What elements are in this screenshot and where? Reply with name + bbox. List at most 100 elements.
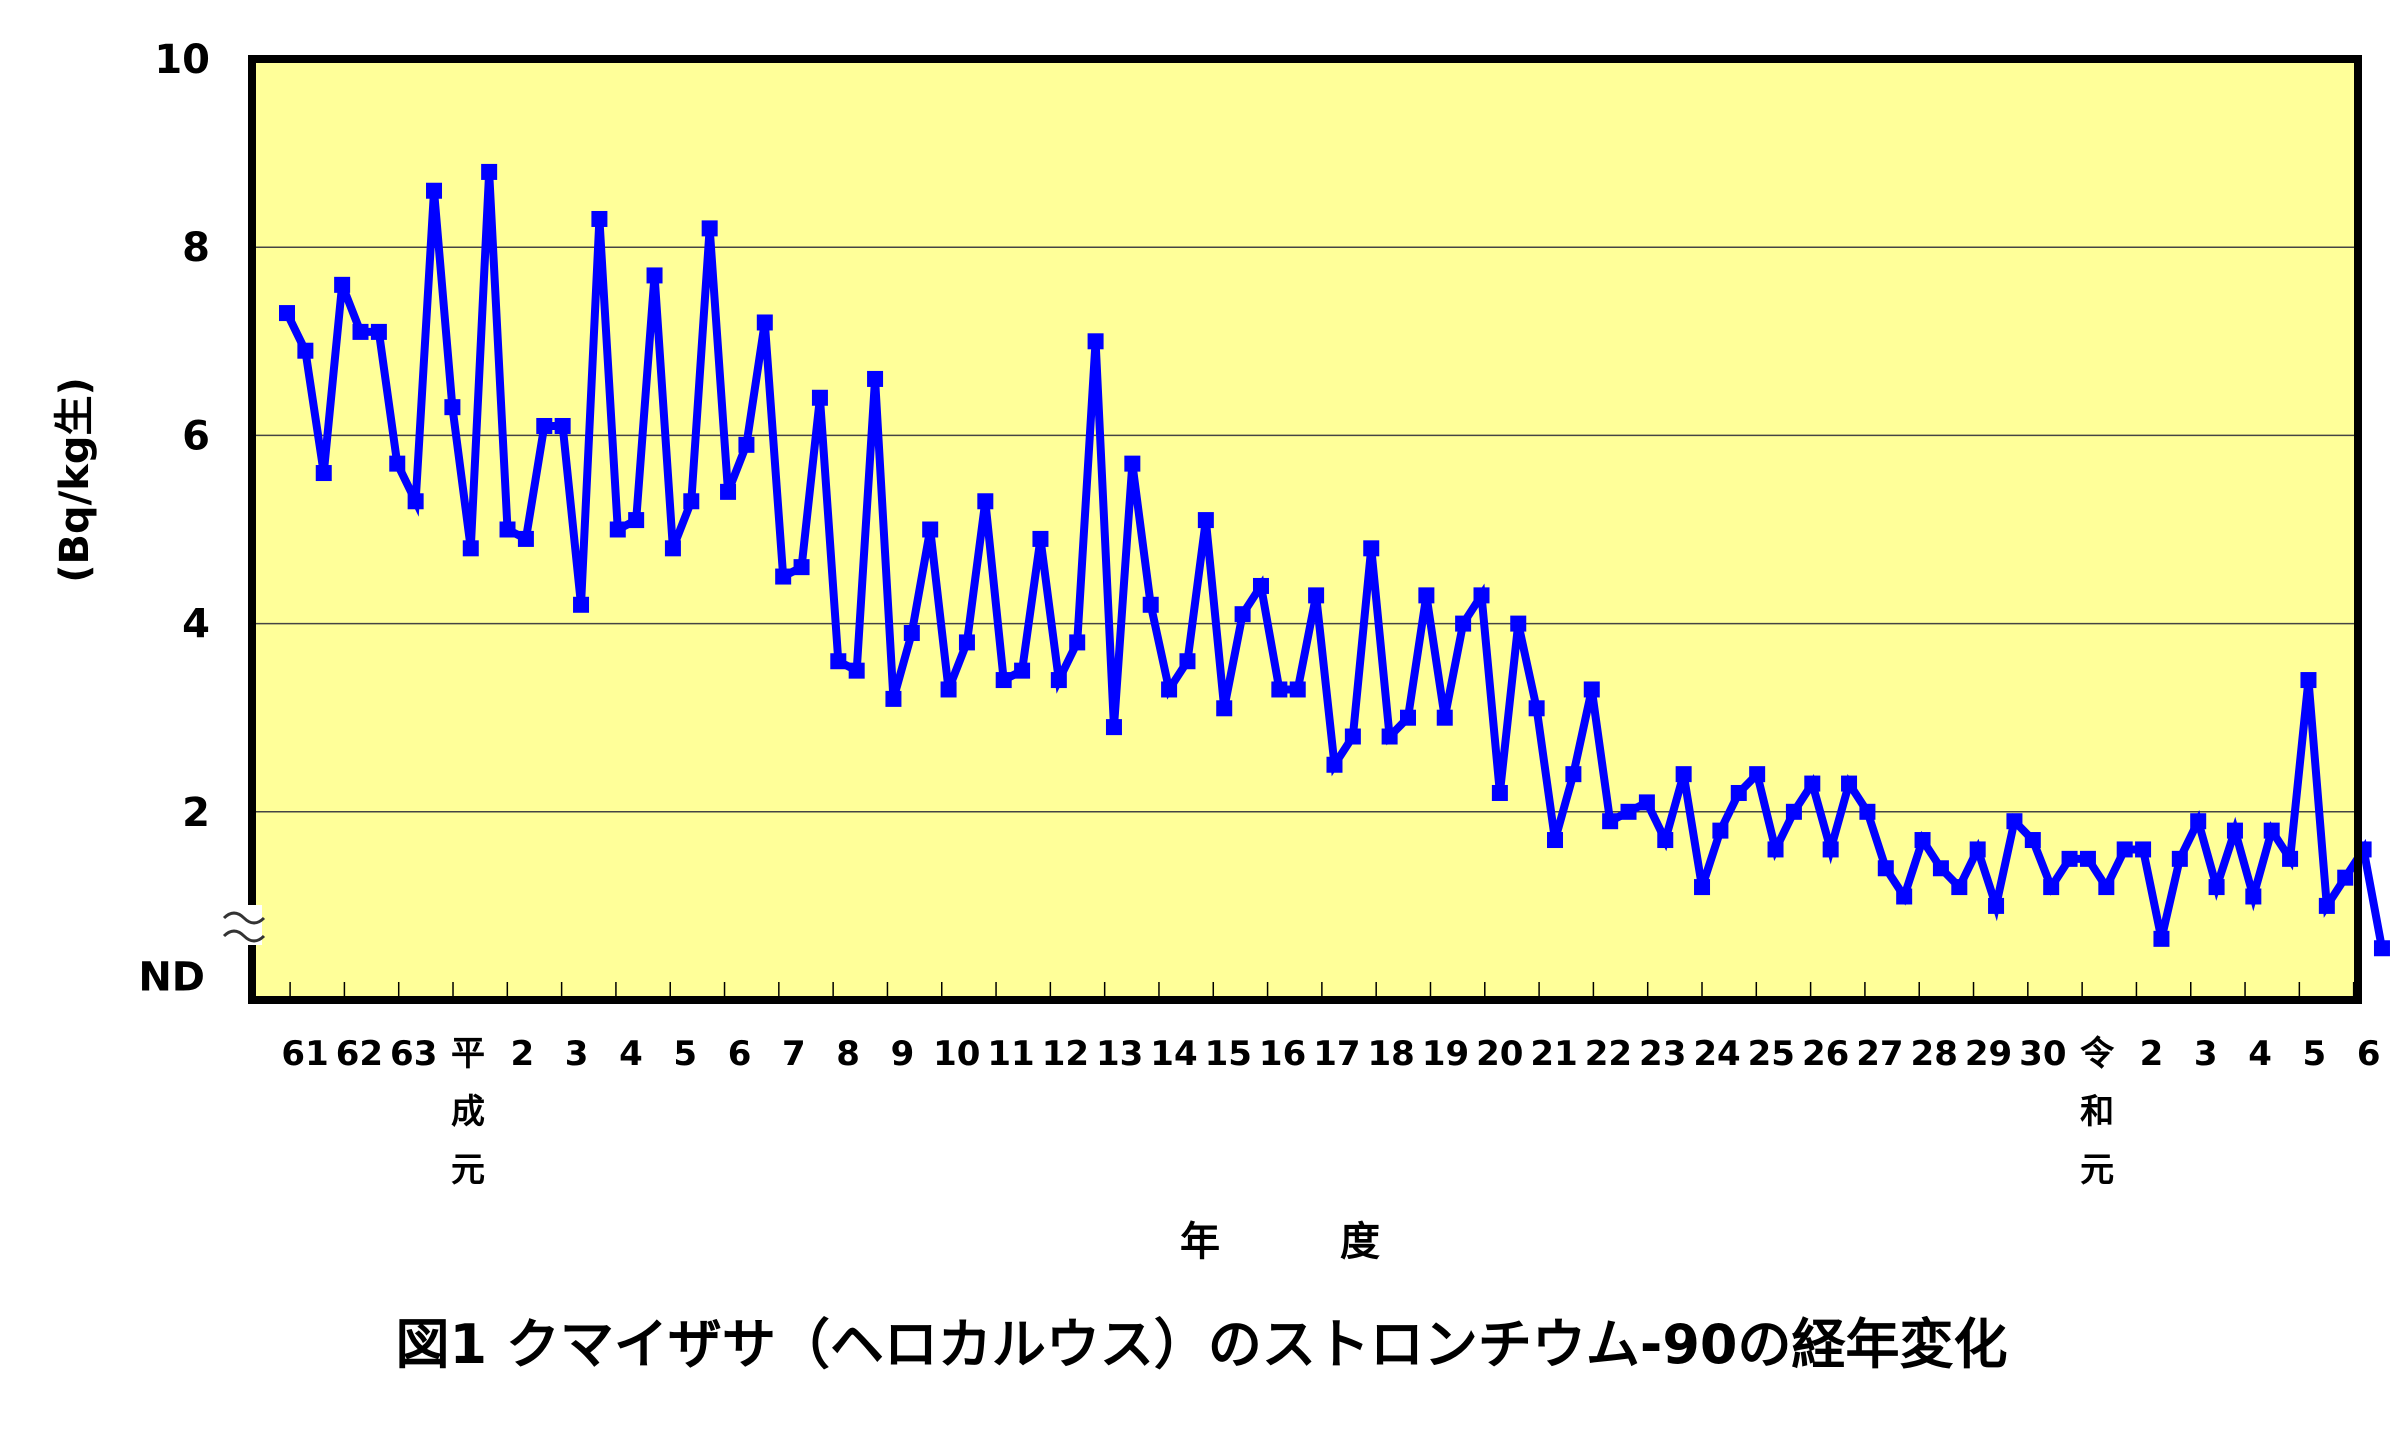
x-tick-label: 18	[1368, 1034, 1415, 1074]
x-tick-label: 和	[2080, 1092, 2114, 1132]
data-point-marker	[1510, 615, 1527, 632]
y-tick-label: 2	[182, 790, 210, 836]
data-point-marker	[1749, 766, 1766, 783]
data-point-marker	[517, 530, 534, 547]
data-point-marker	[1161, 681, 1178, 698]
x-tick-label: 23	[1639, 1034, 1686, 1074]
data-point-marker	[1877, 860, 1894, 877]
data-point-marker	[609, 521, 626, 538]
data-point-marker	[352, 323, 369, 340]
data-point-marker	[1822, 841, 1839, 858]
x-tick-label: 22	[1585, 1034, 1632, 1074]
data-point-marker	[885, 690, 902, 707]
data-point-marker	[426, 182, 443, 199]
x-tick-label: 24	[1693, 1034, 1740, 1074]
x-tick-label: 3	[565, 1034, 589, 1074]
data-point-marker	[793, 559, 810, 576]
x-tick-label: 8	[836, 1034, 860, 1074]
x-tick-label: 14	[1150, 1034, 1197, 1074]
data-point-marker	[1363, 540, 1380, 557]
data-point-marker	[1657, 832, 1674, 849]
x-tick-label: 28	[1911, 1034, 1958, 1074]
y-tick-label: 10	[154, 37, 210, 83]
data-point-marker	[481, 163, 498, 180]
data-point-marker	[848, 662, 865, 679]
data-point-marker	[830, 653, 847, 670]
data-point-marker	[1381, 728, 1398, 745]
data-point-marker	[1197, 512, 1214, 529]
data-point-marker	[573, 596, 590, 613]
x-tick-label: 4	[2248, 1034, 2272, 1074]
data-point-marker	[1234, 606, 1251, 623]
x-tick-label: 成	[451, 1092, 485, 1132]
x-tick-label: 7	[782, 1034, 806, 1074]
data-point-marker	[1216, 700, 1233, 717]
data-point-marker	[2282, 850, 2299, 867]
x-tick-label: 29	[1965, 1034, 2012, 1074]
data-point-marker	[811, 389, 828, 406]
data-point-marker	[1694, 879, 1711, 896]
data-point-marker	[554, 417, 571, 434]
data-point-marker	[646, 267, 663, 284]
data-point-marker	[1455, 615, 1472, 632]
x-tick-label: 13	[1096, 1034, 1143, 1074]
x-tick-label: 5	[2303, 1034, 2327, 1074]
data-point-marker	[1804, 775, 1821, 792]
data-point-marker	[867, 370, 884, 387]
data-point-marker	[536, 417, 553, 434]
data-point-marker	[1638, 794, 1655, 811]
data-point-marker	[1252, 577, 1269, 594]
x-tick-label: 元	[451, 1150, 485, 1190]
x-tick-label: 17	[1313, 1034, 1360, 1074]
data-point-marker	[1069, 634, 1086, 651]
data-point-marker	[2079, 850, 2096, 867]
data-point-marker	[1565, 766, 1582, 783]
data-point-marker	[2245, 888, 2262, 905]
data-point-marker	[1014, 662, 1031, 679]
data-point-marker	[2337, 869, 2354, 886]
data-point-marker	[2061, 850, 2078, 867]
y-tick-label: 8	[182, 225, 210, 271]
data-point-marker	[903, 625, 920, 642]
data-point-marker	[1547, 832, 1564, 849]
data-point-marker	[370, 323, 387, 340]
x-tick-label: 27	[1856, 1034, 1903, 1074]
x-tick-label: 62	[336, 1034, 383, 1074]
data-point-marker	[1344, 728, 1361, 745]
data-point-marker	[1050, 672, 1067, 689]
x-tick-label: 2	[2140, 1034, 2164, 1074]
data-point-marker	[334, 276, 351, 293]
data-point-marker	[591, 210, 608, 227]
data-point-marker	[995, 672, 1012, 689]
data-point-marker	[1730, 784, 1747, 801]
x-tick-label: 5	[673, 1034, 697, 1074]
y-tick-label: 6	[182, 413, 210, 459]
x-tick-label: 6	[728, 1034, 752, 1074]
x-tick-label: 4	[619, 1034, 643, 1074]
data-point-marker	[1969, 841, 1986, 858]
data-point-marker	[2373, 940, 2390, 957]
x-tick-label: 19	[1422, 1034, 1469, 1074]
data-point-marker	[462, 540, 479, 557]
data-point-marker	[1271, 681, 1288, 698]
data-point-marker	[664, 540, 681, 557]
data-point-marker	[1932, 860, 1949, 877]
data-point-marker	[1841, 775, 1858, 792]
data-point-marker	[499, 521, 516, 538]
data-point-marker	[1326, 756, 1343, 773]
data-point-marker	[315, 465, 332, 482]
data-point-marker	[1491, 784, 1508, 801]
x-tick-label: 2	[510, 1034, 534, 1074]
y-axis-ticks: 10 8 6 4 2 ND	[138, 37, 210, 1000]
data-point-marker	[2024, 832, 2041, 849]
data-point-marker	[1124, 455, 1141, 472]
data-point-marker	[683, 493, 700, 510]
data-point-marker	[701, 220, 718, 237]
x-tick-label: 11	[987, 1034, 1034, 1074]
x-tick-label: 16	[1259, 1034, 1306, 1074]
data-point-marker	[1896, 888, 1913, 905]
data-markers	[279, 163, 2390, 957]
data-point-marker	[2300, 672, 2317, 689]
y-tick-label: ND	[138, 954, 205, 1000]
